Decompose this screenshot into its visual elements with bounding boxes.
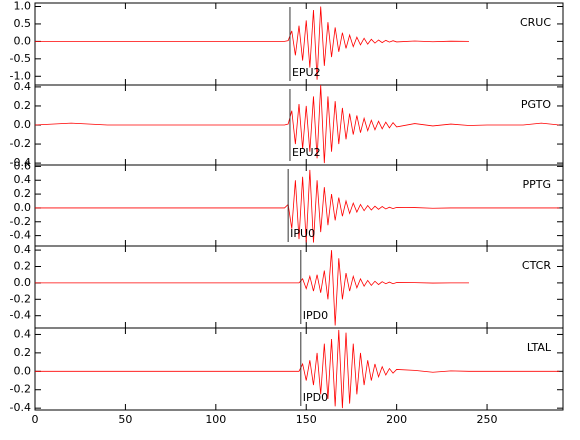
y-tick-label: -0.5	[10, 52, 31, 65]
y-tick-label: -0.4	[10, 309, 31, 322]
y-tick-label: 0.2	[14, 187, 32, 200]
y-tick-label: 0.0	[14, 118, 32, 131]
trace	[34, 84, 560, 164]
station-label: CTCR	[522, 259, 551, 272]
phase-label: IPD0	[303, 309, 328, 322]
y-tick-label: -0.4	[10, 229, 31, 242]
y-tick-label: 1.0	[14, 0, 32, 12]
y-tick-label: 0.2	[14, 99, 32, 112]
y-tick-label: 0.0	[14, 276, 32, 289]
phase-label: IPD0	[303, 391, 328, 404]
station-label: LTAL	[527, 341, 552, 354]
station-label: PGTO	[521, 98, 551, 111]
trace	[35, 169, 560, 243]
x-tick-label: 100	[205, 413, 226, 426]
y-tick-label: -0.2	[10, 383, 31, 396]
panel-frame	[34, 327, 564, 411]
y-tick-label: -0.2	[10, 292, 31, 305]
y-tick-label: -0.2	[10, 137, 31, 150]
trace	[35, 6, 469, 80]
y-tick-label: 0.0	[14, 34, 32, 47]
y-tick-label: -0.4	[10, 401, 31, 414]
panel-frame	[34, 245, 564, 329]
y-tick-label: 0.4	[14, 327, 32, 340]
x-tick-label: 250	[477, 413, 498, 426]
y-tick-label: 0.5	[14, 17, 32, 30]
phase-label: IPU0	[290, 227, 315, 240]
x-tick-label: 0	[32, 413, 39, 426]
station-label: CRUC	[520, 16, 551, 29]
phase-label: EPU2	[292, 146, 321, 159]
x-tick-label: 150	[296, 413, 317, 426]
y-tick-label: -0.2	[10, 215, 31, 228]
y-tick-label: 0.4	[14, 173, 32, 186]
trace	[35, 250, 469, 326]
y-tick-label: 0.4	[14, 80, 32, 93]
y-tick-label: 0.0	[14, 364, 32, 377]
y-tick-label: 0.4	[14, 243, 32, 256]
y-tick-label: -0.4	[10, 156, 31, 169]
station-label: PPTG	[522, 178, 551, 191]
y-tick-label: 0.2	[14, 260, 32, 273]
y-tick-label: 0.6	[14, 159, 32, 172]
y-tick-label: -1.0	[10, 69, 31, 82]
phase-label: EPU2	[292, 66, 321, 79]
x-tick-label: 50	[118, 413, 132, 426]
y-tick-label: 0.0	[14, 201, 32, 214]
x-tick-label: 200	[386, 413, 407, 426]
y-tick-label: 0.2	[14, 346, 32, 359]
trace	[35, 329, 560, 409]
